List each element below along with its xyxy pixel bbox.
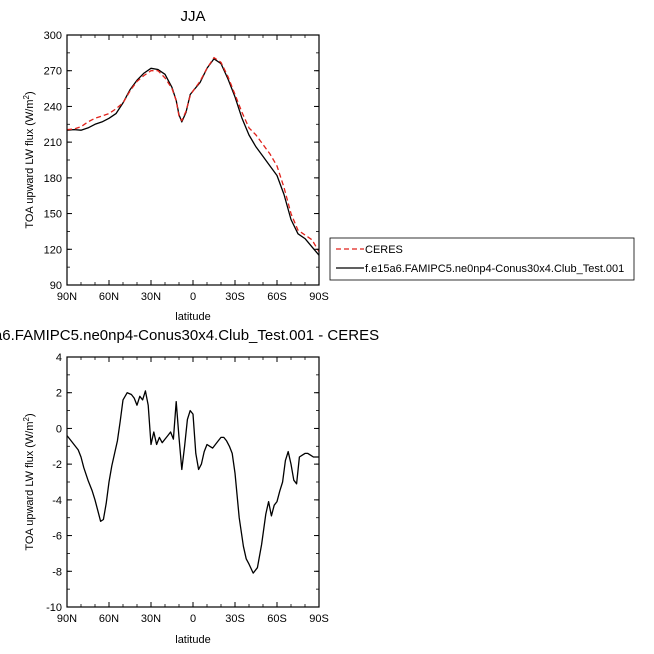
- top-panel: JJA 90 120 150 180 210 240 270 300 90N 60N 30N 0 30…: [22, 8, 635, 323]
- bottom-x-tick-label: 60S: [267, 613, 287, 625]
- top-x-tick-label: 60N: [99, 291, 119, 303]
- bottom-y-tick-label: -8: [52, 566, 62, 578]
- legend-label-ceres: CERES: [365, 244, 403, 256]
- top-x-tick-label: 30N: [141, 291, 161, 303]
- top-y-axis-label: TOA upward LW flux (W/m2): [22, 91, 36, 228]
- legend-label-model: f.e15a6.FAMIPC5.ne0np4-Conus30x4.Club_Te…: [365, 263, 624, 275]
- top-y-tick-label: 150: [44, 209, 62, 221]
- bottom-x-tick-label: 60N: [99, 613, 119, 625]
- top-y-tick-label: 120: [44, 244, 62, 256]
- bottom-plot-frame: [66, 356, 320, 608]
- top-x-tick-label: 30S: [225, 291, 245, 303]
- top-y-tick-label: 90: [50, 280, 62, 292]
- top-chart-title: JJA: [180, 8, 205, 25]
- bottom-x-tick-label: 0: [190, 613, 196, 625]
- bottom-y-ticks: -10 -8 -6 -4 -2 0 2 4: [46, 352, 319, 614]
- bottom-x-axis-label: latitude: [175, 634, 210, 646]
- top-series-line-model: [66, 58, 320, 256]
- bottom-x-ticks: 90N 60N 30N 0 30S 60S 90S: [57, 357, 329, 625]
- bottom-x-tick-label: 90N: [57, 613, 77, 625]
- legend-box: [329, 237, 635, 281]
- bottom-y-axis-label: TOA upward LW flux (W/m2): [22, 413, 36, 550]
- bottom-x-tick-label: 90S: [309, 613, 329, 625]
- bottom-panel: e15a6.FAMIPC5.ne0np4-Conus30x4.Club_Test…: [0, 327, 379, 646]
- bottom-y-tick-label: 2: [56, 388, 62, 400]
- bottom-chart-title: e15a6.FAMIPC5.ne0np4-Conus30x4.Club_Test…: [0, 327, 379, 344]
- top-x-axis-label: latitude: [175, 311, 210, 323]
- top-series-group: [66, 56, 320, 256]
- top-y-tick-label: 270: [44, 66, 62, 78]
- legend: CERES f.e15a6.FAMIPC5.ne0np4-Conus30x4.C…: [329, 237, 635, 281]
- bottom-y-tick-label: -6: [52, 531, 62, 543]
- top-x-tick-label: 0: [190, 291, 196, 303]
- top-series-line-ceres: [66, 56, 320, 253]
- bottom-y-tick-label: -10: [46, 602, 62, 614]
- top-y-tick-label: 300: [44, 30, 62, 42]
- top-y-tick-label: 210: [44, 137, 62, 149]
- bottom-y-tick-label: 4: [56, 352, 62, 364]
- bottom-y-tick-label: 0: [56, 423, 62, 435]
- top-x-tick-label: 90N: [57, 291, 77, 303]
- bottom-y-tick-label: -2: [52, 459, 62, 471]
- top-y-ticks: 90 120 150 180 210 240 270 300: [44, 30, 319, 292]
- top-y-tick-label: 180: [44, 173, 62, 185]
- top-plot-frame: [66, 34, 320, 286]
- top-y-tick-label: 240: [44, 101, 62, 113]
- top-x-ticks: 90N 60N 30N 0 30S 60S 90S: [57, 35, 329, 303]
- top-x-tick-label: 90S: [309, 291, 329, 303]
- top-x-tick-label: 60S: [267, 291, 287, 303]
- bottom-series-group: [66, 390, 319, 574]
- bottom-x-tick-label: 30N: [141, 613, 161, 625]
- bottom-series-line-model: [66, 390, 319, 574]
- bottom-y-tick-label: -4: [52, 495, 62, 507]
- bottom-x-tick-label: 30S: [225, 613, 245, 625]
